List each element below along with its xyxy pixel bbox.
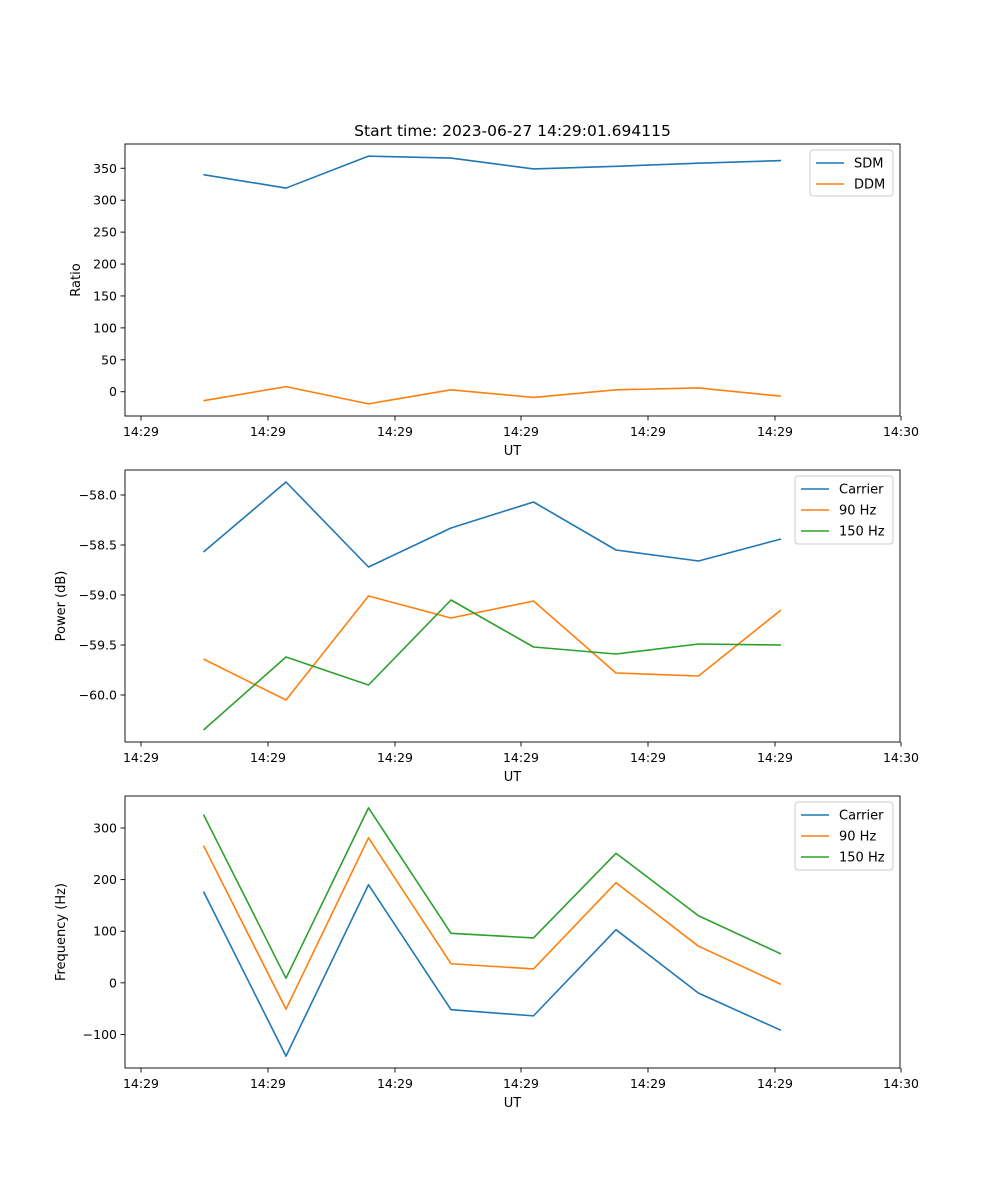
series-line-150-hz [202, 599, 782, 731]
series-line-90-hz [202, 837, 782, 1010]
x-tick-label: 14:29 [503, 750, 539, 765]
series-line-sdm [203, 155, 782, 189]
legend-entry: 150 Hz [839, 851, 885, 866]
legend-entry: Carrier [839, 809, 884, 824]
y-axis-label: Frequency (Hz) [54, 883, 69, 981]
y-tick-label: 250 [93, 225, 117, 240]
x-tick-label: 14:29 [250, 424, 286, 439]
x-tick-label: 14:29 [250, 1076, 286, 1091]
y-tick-label: −59.0 [79, 588, 117, 603]
x-tick-label: 14:29 [377, 750, 413, 765]
series-line-carrier [202, 481, 782, 568]
legend-entry: SDM [854, 157, 883, 172]
x-tick-label: 14:30 [883, 424, 919, 439]
x-tick-label: 14:29 [630, 750, 666, 765]
x-tick-label: 14:29 [377, 424, 413, 439]
series-group [202, 481, 782, 731]
y-tick-label: 200 [93, 872, 117, 887]
series-line-carrier [202, 883, 782, 1057]
series-line-90-hz [203, 595, 782, 701]
y-tick-label: 150 [93, 288, 117, 303]
legend-entry: DDM [854, 178, 885, 193]
y-tick-label: −58.5 [79, 538, 117, 553]
x-tick-label: 14:30 [883, 750, 919, 765]
legend: Carrier 90 Hz 150 Hz [794, 475, 894, 545]
legend: Carrier 90 Hz 150 Hz [794, 801, 894, 871]
y-tick-label: −59.5 [79, 638, 117, 653]
chart-title: Start time: 2023-06-27 14:29:01.694115 [354, 122, 671, 140]
x-tick-label: 14:29 [630, 424, 666, 439]
x-tick-label: 14:29 [757, 424, 793, 439]
y-tick-label: 100 [93, 320, 117, 335]
series-group [203, 155, 782, 405]
y-tick-label: 0 [109, 975, 117, 990]
x-tick-label: 14:29 [757, 1076, 793, 1091]
legend-entry: 90 Hz [839, 830, 876, 845]
x-tick-label: 14:30 [883, 1076, 919, 1091]
y-tick-label: −60.0 [79, 688, 117, 703]
axes-frame [124, 143, 901, 417]
y-tick-label: 300 [93, 193, 117, 208]
series-group [202, 807, 782, 1057]
y-tick-label: 50 [101, 352, 117, 367]
y-tick-label: 100 [93, 924, 117, 939]
chart-panel-3: 14:29 14:29 14:29 14:29 14:29 14:29 14:30 −100 0… [54, 795, 919, 1111]
x-axis-label: UT [504, 444, 522, 459]
y-axis-label: Power (dB) [54, 571, 69, 642]
legend-entry: Carrier [839, 483, 884, 498]
axes-frame [124, 795, 901, 1069]
x-tick-label: 14:29 [123, 424, 159, 439]
chart-panel-2: 14:29 14:29 14:29 14:29 14:29 14:29 14:30 −60.0… [54, 469, 919, 785]
series-line-ddm [203, 385, 782, 405]
x-axis-label: UT [504, 770, 522, 785]
y-tick-label: 300 [93, 821, 117, 836]
chart-panel-1: 14:29 14:29 14:29 14:29 14:29 14:29 14:30 0 50 10… [69, 143, 919, 459]
legend-box [794, 475, 894, 545]
x-axis-label: UT [504, 1096, 522, 1111]
y-tick-label: −58.0 [79, 488, 117, 503]
x-tick-label: 14:29 [503, 1076, 539, 1091]
legend: SDM DDM [809, 149, 894, 197]
x-tick-label: 14:29 [377, 1076, 413, 1091]
x-tick-label: 14:29 [123, 1076, 159, 1091]
axes-frame [124, 469, 901, 743]
x-tick-label: 14:29 [123, 750, 159, 765]
series-line-150-hz [202, 807, 782, 979]
y-tick-label: −100 [83, 1027, 117, 1042]
y-tick-label: 350 [93, 161, 117, 176]
legend-entry: 90 Hz [839, 504, 876, 519]
y-tick-label: 200 [93, 257, 117, 272]
y-axis-label: Ratio [69, 263, 84, 296]
legend-entry: 150 Hz [839, 525, 885, 540]
x-tick-label: 14:29 [503, 424, 539, 439]
legend-box [794, 801, 894, 871]
x-tick-label: 14:29 [250, 750, 286, 765]
x-tick-label: 14:29 [757, 750, 793, 765]
x-tick-label: 14:29 [630, 1076, 666, 1091]
y-tick-label: 0 [109, 384, 117, 399]
